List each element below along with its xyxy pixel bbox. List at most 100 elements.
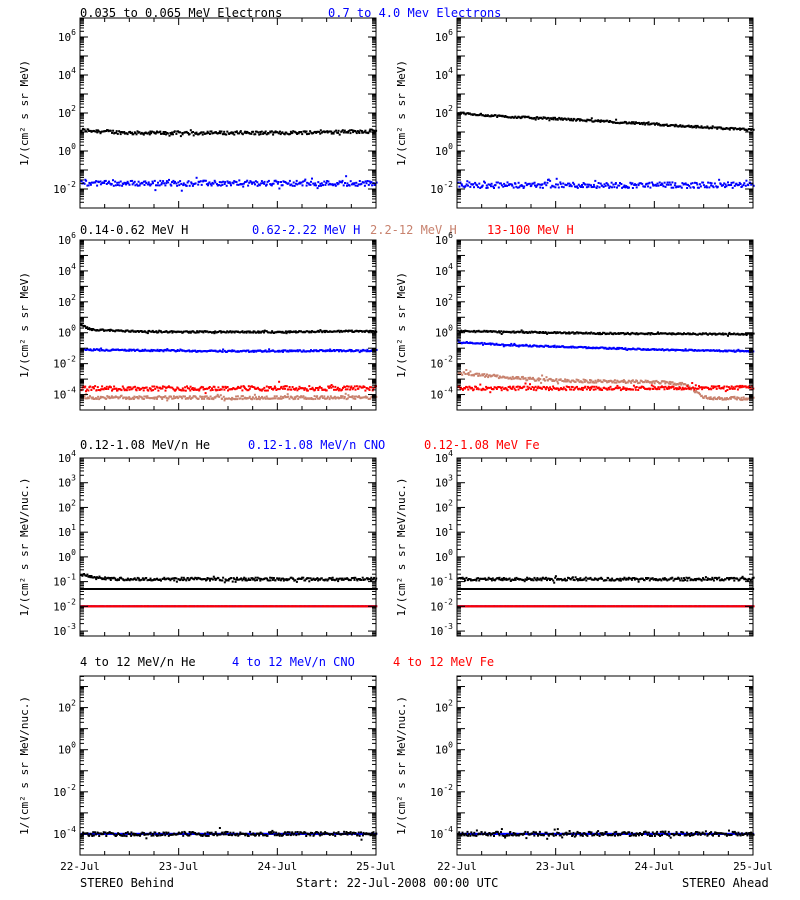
data-point (161, 387, 164, 390)
data-point (273, 588, 276, 590)
data-point (116, 181, 119, 184)
data-point (732, 128, 735, 131)
data-point (147, 131, 150, 134)
data-point (329, 330, 332, 333)
data-point (195, 578, 198, 581)
series-tan (457, 369, 755, 401)
data-point (271, 330, 274, 333)
data-point (627, 122, 630, 125)
data-point (708, 186, 711, 189)
y-tick-label: 10-2 (53, 180, 76, 196)
data-point (565, 380, 567, 383)
data-point (250, 350, 253, 353)
data-point (707, 181, 710, 184)
data-point (559, 118, 562, 121)
data-point (495, 388, 498, 390)
data-point (299, 349, 302, 352)
data-point (505, 344, 508, 347)
data-point (533, 117, 536, 119)
data-point (710, 182, 713, 185)
data-point (112, 329, 115, 332)
data-point (614, 183, 617, 186)
data-point (251, 386, 254, 388)
data-point (679, 387, 682, 390)
data-point (363, 130, 366, 133)
data-point (292, 398, 295, 401)
data-point (247, 330, 250, 333)
data-point (554, 387, 556, 390)
data-point (590, 346, 593, 349)
data-point (189, 331, 192, 334)
data-point (362, 330, 365, 333)
data-point (608, 186, 611, 189)
data-point (164, 330, 167, 333)
data-point (644, 387, 647, 390)
data-point (622, 387, 625, 390)
data-point (168, 178, 170, 181)
data-point (477, 388, 480, 391)
data-point (725, 333, 728, 336)
data-point (725, 398, 727, 401)
data-point (217, 577, 220, 580)
data-point (171, 397, 174, 400)
data-point (96, 184, 99, 187)
data-point (201, 395, 204, 398)
data-point (563, 380, 566, 383)
data-point (727, 334, 729, 337)
data-point (745, 334, 748, 336)
data-point (166, 588, 169, 590)
data-point (115, 396, 118, 399)
data-point (527, 115, 530, 118)
data-point (253, 386, 256, 389)
data-point (238, 350, 241, 353)
data-point (304, 178, 307, 181)
data-point (277, 397, 280, 400)
data-point (474, 113, 477, 116)
data-point (273, 350, 276, 353)
data-point (626, 332, 629, 335)
data-point (273, 385, 276, 388)
data-point (528, 182, 531, 185)
data-point (189, 385, 192, 388)
data-point (653, 386, 656, 389)
data-point (654, 333, 657, 335)
data-point (94, 576, 97, 579)
data-point (479, 187, 482, 189)
data-point (248, 396, 251, 399)
data-point (176, 349, 179, 351)
data-point (462, 330, 465, 332)
data-point (332, 385, 334, 388)
data-point (125, 397, 128, 400)
data-point (730, 126, 733, 129)
data-point (624, 387, 627, 390)
data-point (288, 386, 291, 388)
data-point (212, 331, 215, 333)
data-point (704, 126, 706, 129)
data-point (165, 588, 168, 590)
data-point (593, 385, 596, 388)
data-point (727, 127, 730, 130)
data-point (180, 588, 183, 590)
data-point (242, 578, 245, 580)
data-point (257, 330, 260, 333)
data-point (540, 331, 543, 334)
data-point (486, 386, 489, 389)
data-point (175, 388, 177, 391)
data-point (697, 387, 700, 390)
data-point (355, 385, 358, 388)
data-point (115, 348, 118, 351)
data-point (541, 186, 544, 189)
data-point (298, 330, 301, 333)
data-point (244, 579, 247, 582)
data-point (668, 349, 671, 352)
data-point (320, 588, 323, 590)
data-point (121, 588, 124, 590)
data-point (489, 330, 492, 332)
data-point (240, 588, 243, 590)
data-point (105, 385, 108, 388)
data-point (205, 578, 208, 581)
data-point (363, 588, 366, 590)
data-point (110, 576, 113, 579)
data-point (322, 388, 325, 391)
data-point (596, 346, 599, 349)
